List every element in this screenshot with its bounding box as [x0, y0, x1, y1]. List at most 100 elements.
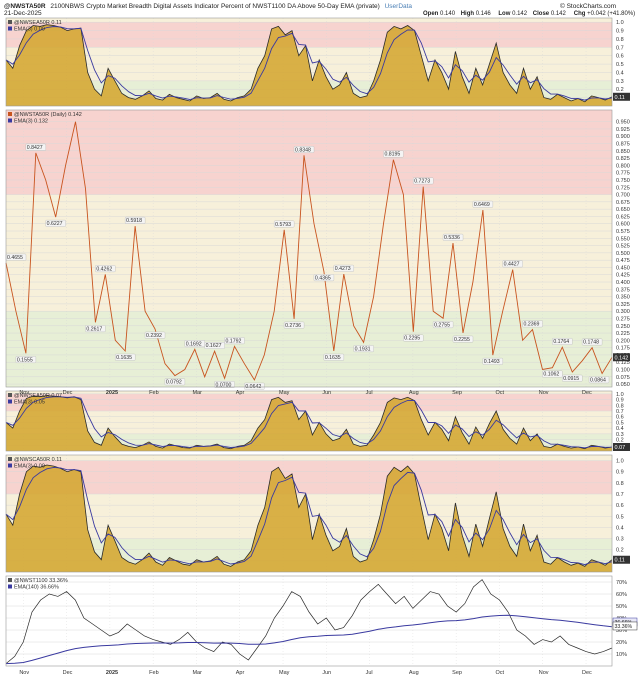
point-label-box: [552, 338, 573, 345]
point-label-box: [383, 150, 404, 158]
point-label-box: [562, 374, 583, 382]
point-label-box: [85, 325, 106, 333]
ema-line: [5, 466, 613, 566]
legend-swatch: [8, 578, 12, 582]
y-tick-label: 50%: [616, 604, 627, 610]
y-tick-label: 0.925: [616, 127, 630, 133]
y-tick-label: 0.950: [616, 120, 630, 126]
point-label-box: [413, 177, 434, 185]
y-tick-label: 0.050: [616, 382, 630, 388]
point-label-box: [224, 337, 245, 345]
point-label: 0.5336: [444, 235, 460, 241]
point-label: 0.1555: [17, 357, 33, 363]
last-value-label: 0.142: [615, 355, 629, 361]
x-tick-label: 2025: [106, 670, 118, 676]
y-tick-label: 0.4: [616, 426, 624, 432]
x-tick-label: Mar: [192, 670, 202, 676]
y-tick-label: 0.475: [616, 258, 630, 264]
y-tick-label: 0.9: [616, 470, 624, 476]
y-tick-label: 0.825: [616, 156, 630, 162]
point-label: 0.4273: [335, 266, 351, 272]
y-tick-label: 0.3: [616, 79, 624, 85]
series-line: [5, 121, 613, 381]
right-value-box: [612, 621, 638, 631]
x-tick-label: Jul: [366, 670, 373, 676]
y-tick-label: 0.525: [616, 244, 630, 250]
legend-swatch: [8, 20, 12, 24]
x-tick-label: Dec: [63, 670, 73, 676]
point-label: 0.0864: [590, 377, 606, 383]
y-tick-label: 0.425: [616, 273, 630, 279]
ohlc-item: Chg +0.042 (+41.80%): [574, 11, 635, 17]
last-value-box: [613, 92, 630, 101]
x-tick-label: Jun: [322, 390, 331, 396]
x-tick-label: Nov: [19, 670, 29, 676]
y-tick-label: 0.8: [616, 37, 624, 43]
y-tick-label: 1.0: [616, 20, 624, 26]
point-label-box: [204, 342, 225, 349]
ema-line: [5, 614, 613, 665]
point-label-box: [403, 334, 424, 342]
point-label-box: [25, 143, 46, 151]
ohlc-item: Low 0.142: [498, 11, 527, 17]
x-tick-label: May: [279, 670, 290, 676]
series-line: [5, 395, 613, 450]
point-label-box: [432, 321, 454, 328]
point-label: 0.1062: [543, 372, 559, 378]
point-label-box: [333, 264, 354, 272]
point-label-box: [274, 220, 295, 228]
point-label-box: [353, 345, 374, 353]
point-label: 0.2392: [146, 333, 162, 339]
x-tick-label: Sep: [452, 390, 462, 396]
point-label-box: [522, 320, 543, 328]
panel-mid2: 1.00.90.80.70.60.50.40.30.20.1@NWSCA50R …: [5, 454, 630, 573]
series-line: [5, 579, 613, 664]
y-tick-label: 0.6: [616, 54, 624, 60]
y-tick-label: 0.275: [616, 316, 630, 322]
y-tick-label: 0.225: [616, 331, 630, 337]
x-tick-label: Nov: [539, 390, 549, 396]
y-tick-label: 70%: [616, 580, 627, 586]
point-label-box: [115, 353, 136, 361]
y-tick-label: 0.875: [616, 142, 630, 148]
x-tick-label: Apr: [236, 670, 245, 676]
point-label: 0.1931: [355, 346, 371, 352]
point-label: 0.8427: [27, 145, 43, 151]
y-tick-label: 0.4: [616, 70, 624, 76]
y-tick-label: 0.400: [616, 280, 630, 286]
y-tick-label: 0.300: [616, 309, 630, 315]
panel-top: 1.00.90.80.70.60.50.40.30.20.1@NWSEA50R …: [5, 17, 630, 107]
series-line: [5, 24, 613, 103]
legend-swatch: [8, 393, 12, 397]
panel-border: [5, 109, 613, 388]
right-value-label: 33.36%: [615, 624, 633, 630]
legend-swatch: [8, 26, 12, 31]
legend-swatch: [8, 399, 12, 404]
x-tick-label: Feb: [149, 670, 158, 676]
point-label: 0.5793: [275, 222, 291, 228]
y-tick-label: 0.8: [616, 481, 624, 487]
y-tick-label: 0.250: [616, 324, 630, 330]
panel-border: [5, 17, 613, 107]
point-label-box: [124, 216, 146, 224]
y-tick-label: 0.5: [616, 62, 624, 68]
point-label: 0.1493: [484, 359, 500, 365]
point-label: 0.2755: [434, 322, 450, 328]
point-label-box: [502, 260, 523, 268]
point-label: 0.2295: [404, 336, 420, 342]
date-label: 21-Dec-2025: [4, 10, 42, 17]
y-tick-label: 0.3: [616, 537, 624, 543]
x-tick-label: Dec: [63, 390, 73, 396]
y-tick-label: 0.200: [616, 338, 630, 344]
x-tick-label: Dec: [582, 670, 592, 676]
point-label-box: [95, 265, 116, 273]
y-tick-label: 0.650: [616, 207, 630, 213]
point-label-box: [588, 376, 610, 384]
y-tick-label: 0.8: [616, 403, 624, 409]
legend-entry: @NWST1100 33.36%: [14, 578, 68, 584]
y-tick-label: 0.6: [616, 503, 624, 509]
ohlc-readout: Open 0.140 High 0.146 Low 0.142 Close 0.142…: [423, 11, 635, 17]
y-tick-label: 0.350: [616, 295, 630, 301]
symbol-label: @NWSTA50R: [4, 3, 46, 10]
y-tick-label: 0.600: [616, 222, 630, 228]
